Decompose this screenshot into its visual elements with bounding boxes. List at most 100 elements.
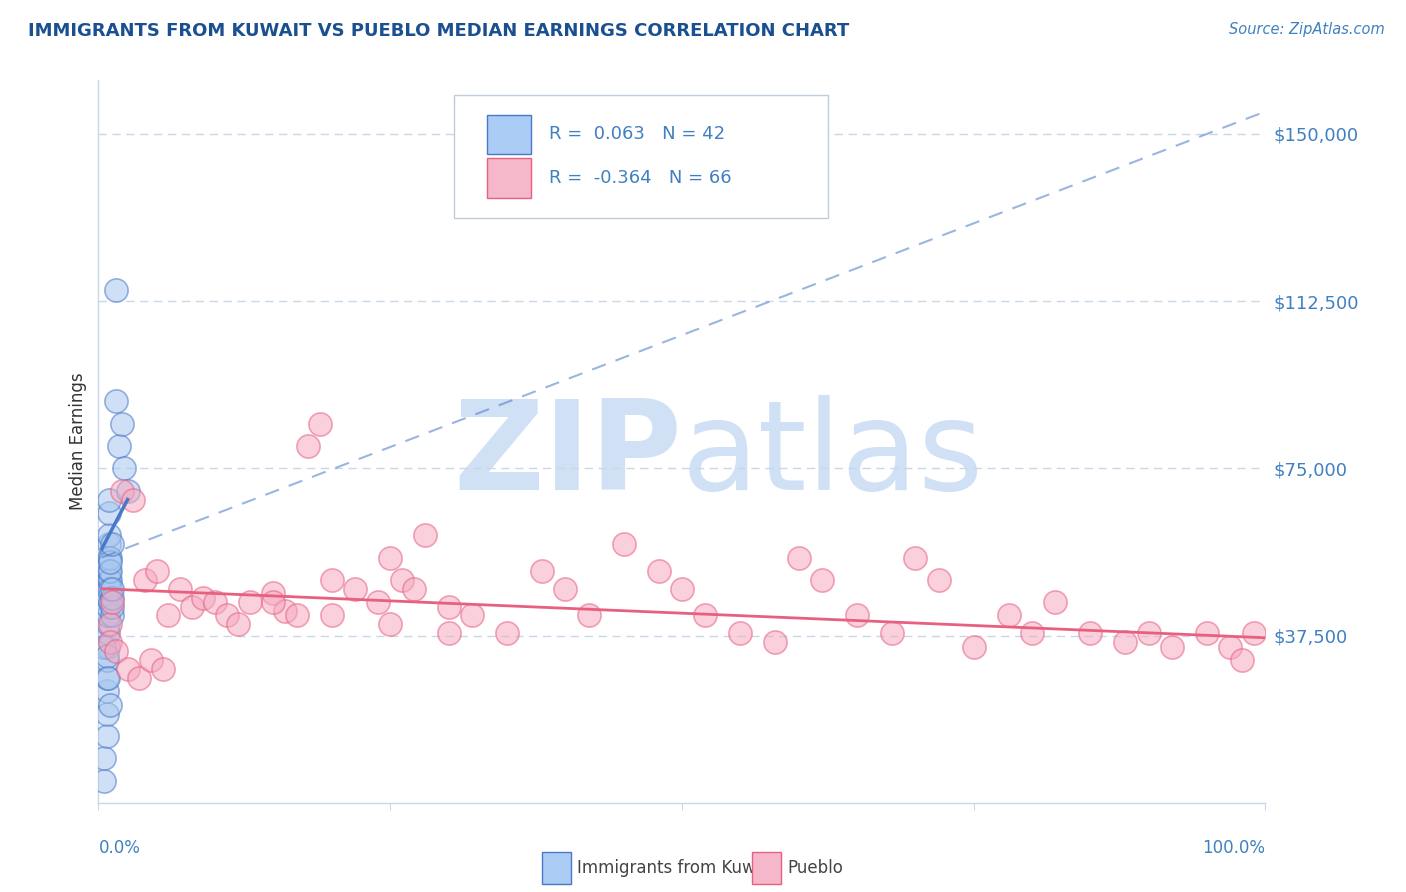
Point (193, 591, 215, 605)
Point (1219, 640, 1241, 654)
Point (695, 608, 717, 623)
Point (1243, 626, 1265, 640)
Point (96, 653, 118, 667)
Point (98, 595, 121, 609)
Point (98, 550, 121, 565)
Point (97, 550, 120, 565)
Text: Source: ZipAtlas.com: Source: ZipAtlas.com (1229, 22, 1385, 37)
Point (111, 417, 134, 431)
Point (97, 617, 120, 632)
Point (402, 582, 425, 596)
Text: 0.0%: 0.0% (98, 838, 141, 857)
Point (530, 564, 553, 578)
Point (787, 550, 810, 565)
Point (554, 582, 576, 596)
Point (98, 564, 121, 578)
Point (97, 528, 120, 542)
Point (1230, 653, 1253, 667)
Point (461, 608, 484, 623)
Point (613, 537, 636, 551)
Point (904, 550, 927, 565)
Point (122, 492, 145, 507)
Point (880, 626, 903, 640)
Point (730, 626, 752, 640)
Point (98, 635, 121, 649)
Point (344, 582, 367, 596)
Point (101, 608, 124, 623)
Point (1080, 626, 1102, 640)
FancyBboxPatch shape (752, 852, 782, 884)
FancyBboxPatch shape (454, 95, 828, 218)
Point (437, 599, 460, 614)
Point (111, 483, 134, 498)
Point (763, 635, 786, 649)
Point (98, 555, 121, 569)
Point (93, 640, 115, 654)
Point (96, 684, 118, 698)
Point (437, 626, 460, 640)
Point (97, 599, 120, 614)
Point (97, 492, 120, 507)
Point (146, 564, 169, 578)
Point (1161, 640, 1184, 654)
Point (117, 483, 139, 498)
Point (134, 573, 156, 587)
Point (262, 595, 284, 609)
Text: atlas: atlas (682, 395, 984, 516)
Point (274, 604, 297, 618)
Point (297, 439, 319, 453)
Point (97, 582, 120, 596)
Point (309, 417, 332, 431)
FancyBboxPatch shape (486, 158, 531, 198)
Text: 100.0%: 100.0% (1202, 838, 1265, 857)
Point (262, 586, 284, 600)
Point (380, 617, 402, 632)
Point (101, 537, 124, 551)
Point (128, 671, 150, 685)
Point (928, 573, 950, 587)
Point (846, 608, 869, 623)
Text: R =  -0.364   N = 66: R = -0.364 N = 66 (548, 169, 731, 186)
Point (104, 394, 127, 409)
Point (97, 564, 120, 578)
Text: Immigrants from Kuwait: Immigrants from Kuwait (576, 859, 776, 877)
FancyBboxPatch shape (486, 114, 531, 154)
Point (239, 595, 262, 609)
Point (97, 626, 120, 640)
Point (101, 595, 124, 609)
Point (578, 608, 600, 623)
Point (101, 599, 124, 614)
Text: R =  0.063   N = 42: R = 0.063 N = 42 (548, 126, 725, 144)
Point (204, 595, 226, 609)
Point (96, 648, 118, 663)
Point (117, 662, 139, 676)
Point (97, 573, 120, 587)
Point (413, 528, 436, 542)
Point (321, 573, 343, 587)
Point (1137, 626, 1160, 640)
Point (97, 671, 120, 685)
Point (169, 582, 191, 596)
FancyBboxPatch shape (541, 852, 571, 884)
Point (285, 608, 308, 623)
Point (1114, 635, 1136, 649)
Point (96, 671, 118, 685)
Point (180, 599, 202, 614)
Point (97, 506, 120, 520)
Point (139, 653, 162, 667)
Point (811, 573, 834, 587)
Point (97, 591, 120, 605)
Point (496, 626, 519, 640)
Point (96, 706, 118, 721)
Point (101, 591, 124, 605)
Point (104, 283, 127, 297)
Point (671, 582, 693, 596)
Point (101, 582, 124, 596)
Point (112, 461, 135, 475)
Point (997, 608, 1019, 623)
Point (98, 582, 121, 596)
Point (647, 564, 669, 578)
Text: IMMIGRANTS FROM KUWAIT VS PUEBLO MEDIAN EARNINGS CORRELATION CHART: IMMIGRANTS FROM KUWAIT VS PUEBLO MEDIAN … (28, 22, 849, 40)
Point (228, 617, 250, 632)
Point (98, 573, 121, 587)
